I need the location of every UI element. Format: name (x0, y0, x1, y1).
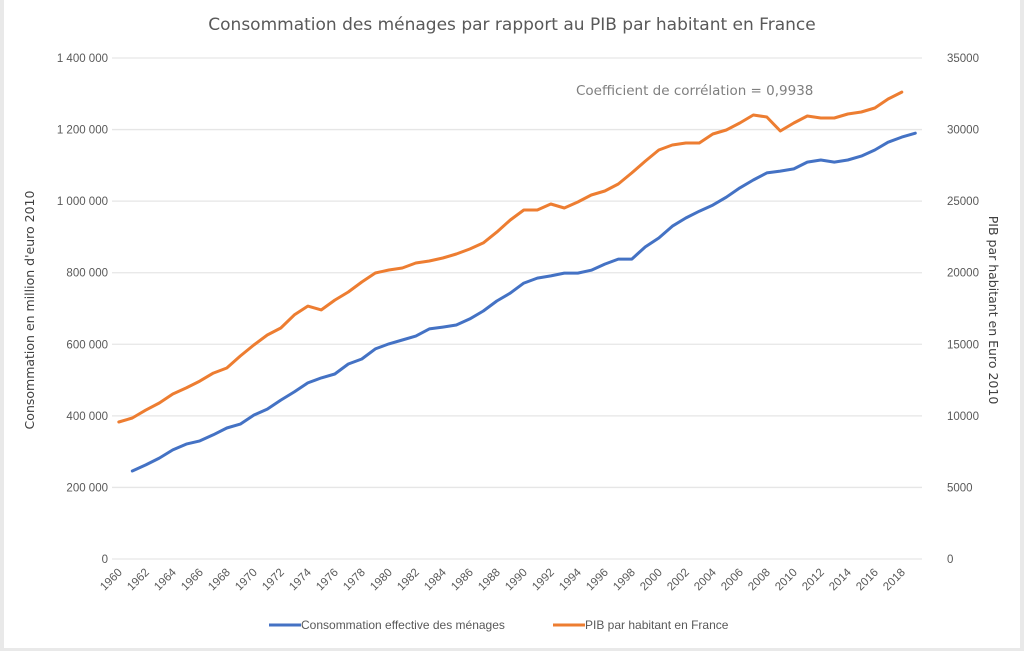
x-tick-label: 1962 (125, 567, 152, 594)
left-tick-label: 200 000 (66, 482, 108, 494)
legend-label-pib: PIB par habitant en France (585, 618, 729, 632)
legend: Consommation effective des ménages PIB p… (269, 618, 729, 632)
right-tick-label: 30000 (947, 125, 979, 137)
x-tick-label: 1986 (449, 567, 476, 594)
left-tick-label: 1 400 000 (57, 53, 108, 65)
left-tick-label: 800 000 (66, 268, 108, 280)
right-tick-label: 25000 (947, 196, 979, 208)
x-tick-label: 1994 (557, 566, 584, 593)
right-axis-title: PIB par habitant en Euro 2010 (986, 216, 1001, 405)
x-tick-label: 2010 (773, 567, 800, 594)
x-tick-label: 1968 (206, 567, 233, 594)
x-tick-label: 1964 (152, 566, 179, 593)
left-tick-label: 400 000 (66, 411, 108, 423)
x-tick-label: 2014 (827, 566, 854, 593)
x-tick-label: 2006 (719, 567, 746, 594)
x-tick-label: 1990 (503, 567, 530, 594)
right-tick-label: 35000 (947, 53, 979, 65)
x-tick-label: 1972 (260, 567, 287, 594)
series-line-pib (117, 90, 904, 424)
x-tick-label: 2012 (800, 567, 827, 594)
x-tick-label: 1978 (341, 567, 368, 594)
right-axis-ticks: 0 5000 10000 15000 20000 25000 30000 35000 (947, 53, 979, 566)
x-tick-label: 1988 (476, 567, 503, 594)
chart: 0 200 000 400 000 600 000 800 000 1 000 000 1 … (22, 15, 1001, 632)
correlation-annotation: Coefficient de corrélation = 0,9938 (576, 83, 813, 99)
series-line-consommation (130, 131, 917, 473)
x-axis-ticks: 1960 1962 1964 1966 1968 1970 1972 1974 1976 1978… (98, 566, 908, 593)
legend-item-consommation[interactable]: Consommation effective des ménages (269, 618, 505, 632)
right-tick-label: 20000 (947, 268, 979, 280)
x-tick-label: 1998 (611, 567, 638, 594)
x-tick-label: 2016 (854, 567, 881, 594)
right-tick-label: 5000 (947, 482, 973, 494)
x-tick-label: 1976 (314, 567, 341, 594)
right-tick-label: 0 (947, 554, 953, 566)
chart-title: Consommation des ménages par rapport au … (208, 15, 815, 35)
left-tick-label: 1 200 000 (57, 125, 108, 137)
x-tick-label: 2000 (638, 567, 665, 594)
x-tick-label: 1980 (368, 567, 395, 594)
series-lines (117, 90, 917, 473)
x-tick-label: 2002 (665, 567, 692, 594)
x-tick-label: 1982 (395, 567, 422, 594)
gridlines (112, 57, 922, 560)
x-tick-label: 1984 (422, 566, 449, 593)
left-axis-title: Consommation en million d'euro 2010 (22, 191, 37, 430)
right-tick-label: 15000 (947, 339, 979, 351)
x-tick-label: 2018 (881, 567, 908, 594)
left-tick-label: 600 000 (66, 339, 108, 351)
right-tick-label: 10000 (947, 411, 979, 423)
x-tick-label: 2004 (692, 566, 719, 593)
x-tick-label: 1974 (287, 566, 314, 593)
x-tick-label: 1970 (233, 567, 260, 594)
chart-frame: 0 200 000 400 000 600 000 800 000 1 000 000 1 … (4, 0, 1020, 648)
legend-item-pib[interactable]: PIB par habitant en France (553, 618, 729, 632)
legend-label-consommation: Consommation effective des ménages (301, 618, 505, 632)
left-axis-ticks: 0 200 000 400 000 600 000 800 000 1 000 000 1 … (57, 53, 108, 566)
x-tick-label: 2008 (746, 567, 773, 594)
left-tick-label: 0 (102, 554, 108, 566)
x-tick-label: 1966 (179, 567, 206, 594)
left-tick-label: 1 000 000 (57, 196, 108, 208)
x-tick-label: 1992 (530, 567, 557, 594)
x-tick-label: 1960 (98, 567, 125, 594)
x-tick-label: 1996 (584, 567, 611, 594)
